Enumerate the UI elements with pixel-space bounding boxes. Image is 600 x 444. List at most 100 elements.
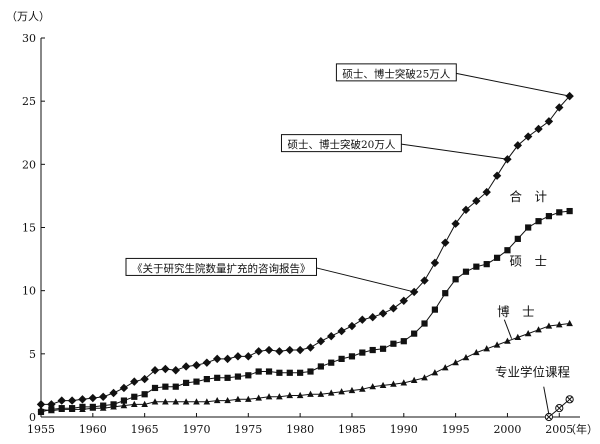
y-tick-label: 20 bbox=[22, 158, 36, 171]
square-marker bbox=[348, 353, 356, 360]
x-tick-label: 1990 bbox=[390, 423, 418, 436]
diamond-marker bbox=[451, 219, 460, 228]
diamond-marker bbox=[544, 117, 554, 126]
square-marker bbox=[504, 247, 511, 254]
triangle-marker bbox=[535, 326, 542, 333]
diamond-marker bbox=[140, 374, 149, 384]
x-tick-label: 1975 bbox=[234, 423, 262, 436]
triangle-marker bbox=[452, 359, 459, 366]
diamond-marker bbox=[327, 331, 336, 341]
diamond-marker bbox=[409, 287, 419, 297]
square-marker bbox=[421, 320, 428, 327]
square-marker bbox=[535, 218, 542, 225]
diamond-marker bbox=[275, 347, 284, 356]
triangle-marker bbox=[141, 400, 148, 407]
diamond-marker bbox=[181, 362, 191, 371]
square-marker bbox=[473, 263, 480, 270]
triangle-marker bbox=[286, 391, 294, 399]
square-marker bbox=[297, 369, 304, 376]
diamond-marker bbox=[472, 196, 481, 206]
square-marker bbox=[193, 378, 200, 385]
square-marker bbox=[120, 397, 128, 404]
triangle-marker bbox=[359, 385, 366, 392]
label-leader-line bbox=[503, 319, 513, 339]
x-tick-label: 1960 bbox=[79, 423, 107, 436]
diamond-marker bbox=[358, 315, 367, 324]
diamond-marker bbox=[337, 326, 346, 336]
label-leader-line bbox=[543, 386, 550, 415]
x-tick-label: 1995 bbox=[442, 423, 470, 436]
square-marker bbox=[493, 254, 501, 261]
square-marker bbox=[359, 349, 366, 356]
square-marker bbox=[442, 290, 449, 297]
x-tick-label: 1965 bbox=[131, 423, 159, 436]
triangle-marker bbox=[245, 395, 252, 402]
square-marker bbox=[183, 379, 190, 386]
diamond-marker bbox=[492, 171, 502, 180]
square-marker bbox=[338, 355, 345, 362]
triangle-marker bbox=[99, 404, 107, 411]
triangle-marker bbox=[431, 369, 439, 376]
triangle-marker bbox=[255, 394, 262, 401]
diamond-marker bbox=[223, 354, 232, 364]
series-line bbox=[40, 210, 570, 413]
triangle-marker bbox=[338, 388, 345, 395]
diamond-marker bbox=[264, 345, 274, 355]
triangle-marker bbox=[89, 404, 97, 411]
triangle-marker bbox=[213, 396, 221, 404]
y-tick-label: 10 bbox=[22, 285, 36, 298]
square-marker bbox=[483, 261, 490, 268]
square-marker bbox=[203, 376, 210, 383]
annotation: 《关于研究生院数量扩充的咨询报告》 bbox=[125, 257, 415, 293]
square-marker bbox=[141, 391, 148, 398]
annotation-box bbox=[125, 257, 317, 276]
diamond-marker bbox=[534, 124, 543, 134]
triangle-marker bbox=[369, 383, 376, 390]
x-tick-label: 1970 bbox=[182, 423, 210, 436]
square-marker bbox=[265, 368, 273, 375]
y-tick-label: 25 bbox=[22, 95, 36, 108]
triangle-marker bbox=[493, 341, 501, 348]
triangle-marker bbox=[514, 333, 522, 341]
square-marker bbox=[234, 373, 242, 380]
diamond-marker bbox=[285, 345, 294, 355]
series-label: 合 计 bbox=[510, 189, 548, 204]
diamond-marker bbox=[57, 396, 66, 405]
diamond-marker bbox=[254, 347, 263, 356]
square-marker bbox=[286, 369, 293, 376]
square-marker bbox=[255, 368, 262, 375]
triangle-marker bbox=[110, 403, 117, 410]
diamond-marker bbox=[306, 343, 315, 352]
diamond-marker bbox=[150, 366, 160, 375]
square-marker bbox=[411, 330, 418, 337]
diamond-marker bbox=[523, 132, 533, 141]
circle-marker-cross bbox=[546, 414, 552, 420]
annotation-text: 硕士、博士突破25万人 bbox=[342, 67, 450, 80]
diamond-marker bbox=[461, 205, 471, 215]
diamond-marker bbox=[513, 141, 523, 150]
annotation-text: 《关于研究生院数量扩充的咨询报告》 bbox=[132, 262, 311, 275]
x-axis-unit-label: （年） bbox=[565, 422, 598, 436]
annotation: 硕士、博士突破20万人 bbox=[280, 134, 508, 160]
square-marker bbox=[328, 359, 335, 366]
triangle-marker bbox=[79, 405, 86, 413]
diamond-marker bbox=[244, 352, 253, 361]
triangle-marker bbox=[524, 330, 532, 337]
square-marker bbox=[390, 340, 397, 347]
triangle-marker bbox=[390, 380, 397, 387]
diamond-marker bbox=[213, 354, 222, 364]
x-tick-label: 1980 bbox=[286, 423, 314, 436]
diamond-marker bbox=[67, 396, 77, 405]
triangle-marker bbox=[421, 374, 428, 381]
diamond-marker bbox=[555, 103, 564, 112]
square-marker bbox=[514, 235, 521, 242]
triangle-marker bbox=[58, 405, 66, 413]
series-label: 硕 士 bbox=[510, 253, 548, 268]
x-tick-label: 1985 bbox=[338, 423, 366, 436]
diamond-marker bbox=[98, 392, 108, 401]
diamond-marker bbox=[171, 366, 180, 375]
triangle-marker bbox=[151, 398, 159, 405]
square-marker bbox=[245, 372, 252, 379]
y-tick-label: 5 bbox=[29, 348, 36, 361]
